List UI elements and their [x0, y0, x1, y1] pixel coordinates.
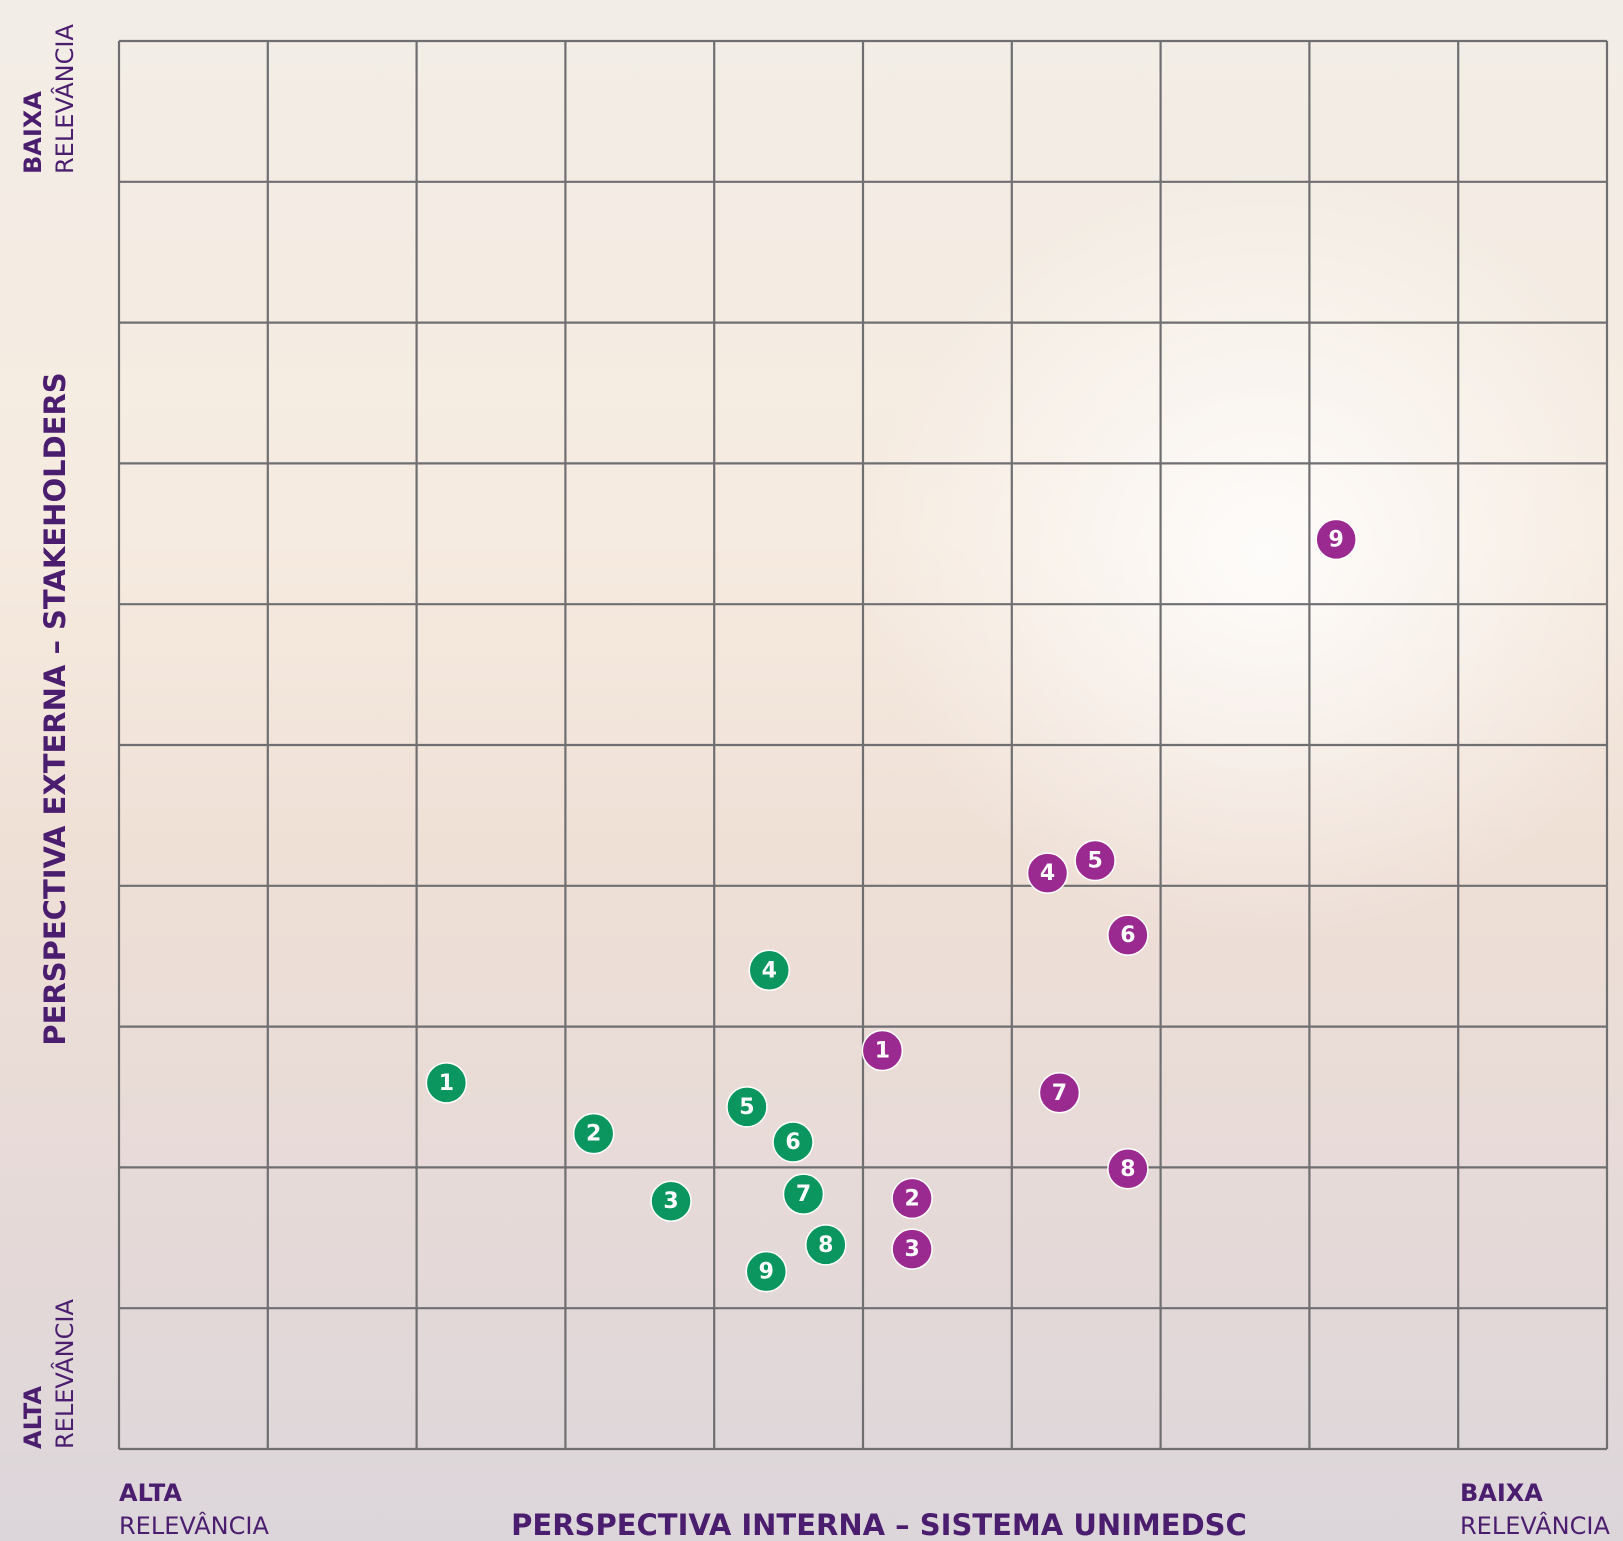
point-label: 6	[1120, 923, 1135, 948]
background-glow	[0, 0, 1623, 1541]
point-label: 9	[759, 1260, 774, 1285]
point-label: 3	[663, 1189, 678, 1214]
x-low-label: RELEVÂNCIA	[119, 1511, 269, 1540]
point-label: 8	[818, 1233, 833, 1258]
x-axis-title: PERSPECTIVA INTERNA – SISTEMA UNIMEDSC	[511, 1508, 1247, 1541]
point-label: 4	[762, 958, 777, 983]
y-high-label: BAIXA	[19, 91, 47, 174]
y-high-label: RELEVÂNCIA	[50, 24, 79, 174]
point-label: 1	[439, 1071, 454, 1096]
point-label: 5	[1087, 848, 1102, 873]
point-label: 9	[1329, 527, 1344, 552]
x-high-label: BAIXA	[1460, 1479, 1543, 1507]
point-label: 2	[586, 1122, 601, 1147]
y-low-label: ALTA	[19, 1386, 47, 1449]
point-label: 7	[1052, 1081, 1067, 1106]
point-label: 7	[796, 1182, 811, 1207]
point-label: 8	[1120, 1157, 1135, 1182]
point-label: 5	[739, 1095, 754, 1120]
point-label: 4	[1040, 861, 1055, 886]
x-high-label: RELEVÂNCIA	[1460, 1511, 1610, 1540]
point-label: 1	[875, 1039, 890, 1064]
page: {"chart_data": {"type": "scatter", "x_la…	[0, 0, 1623, 1541]
y-low-label: RELEVÂNCIA	[50, 1299, 79, 1449]
point-label: 2	[904, 1186, 919, 1211]
chart: PERSPECTIVA INTERNA – SISTEMA UNIMEDSC P…	[0, 0, 1623, 1541]
point-label: 6	[785, 1130, 800, 1155]
x-low-label: ALTA	[119, 1479, 182, 1507]
point-label: 3	[904, 1237, 919, 1262]
y-axis-title: PERSPECTIVA EXTERNA – STAKEHOLDERS	[38, 372, 72, 1045]
